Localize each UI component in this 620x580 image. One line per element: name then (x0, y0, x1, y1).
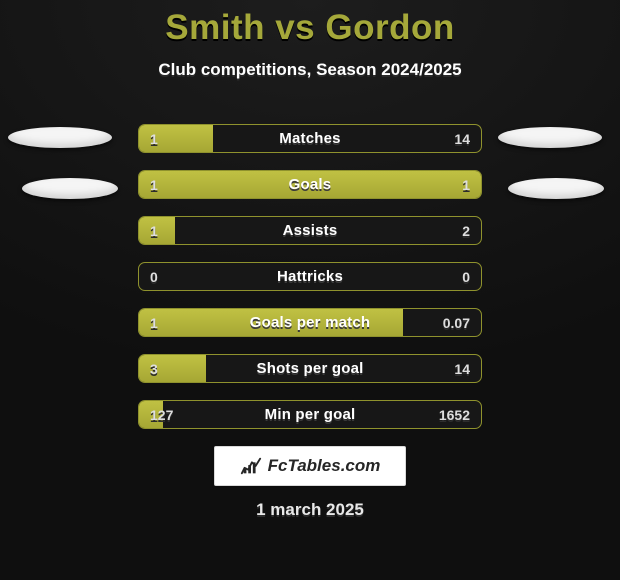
stat-label: Min per goal (139, 401, 481, 428)
stat-bar-left-fill (139, 217, 175, 244)
comparison-bars: 1Matches14 1Goals1 1Assists2 0Hattricks0 1Go… (138, 124, 482, 429)
chart-icon (240, 455, 262, 477)
stat-label: Hattricks (139, 263, 481, 290)
stat-bar-left-fill (139, 355, 206, 382)
stat-value-right: 14 (443, 355, 481, 382)
stat-bar: 1Assists2 (138, 216, 482, 245)
stat-value-left: 0 (139, 263, 169, 290)
stat-bar: 1Goals1 (138, 170, 482, 199)
page-title: Smith vs Gordon (0, 0, 620, 48)
stat-bar: 127Min per goal1652 (138, 400, 482, 429)
player-badge-placeholder (498, 127, 602, 148)
stat-value-right: 0 (451, 263, 481, 290)
stat-bar-left-fill (139, 125, 213, 152)
attribution-text: FcTables.com (268, 456, 381, 476)
stat-label: Assists (139, 217, 481, 244)
stat-bar: 3Shots per goal14 (138, 354, 482, 383)
stat-bar-left-fill (139, 401, 163, 428)
date-caption: 1 march 2025 (0, 500, 620, 520)
attribution-badge: FcTables.com (214, 446, 406, 486)
stat-bar: 1Matches14 (138, 124, 482, 153)
stat-bar-left-fill (139, 309, 403, 336)
stat-bar: 1Goals per match0.07 (138, 308, 482, 337)
stat-value-right: 1652 (428, 401, 481, 428)
player-badge-placeholder (22, 178, 118, 199)
stat-value-right: 14 (443, 125, 481, 152)
page-subtitle: Club competitions, Season 2024/2025 (0, 60, 620, 80)
player-badge-placeholder (8, 127, 112, 148)
player-badge-placeholder (508, 178, 604, 199)
stat-value-right: 2 (451, 217, 481, 244)
stat-value-right: 0.07 (432, 309, 481, 336)
stat-bar: 0Hattricks0 (138, 262, 482, 291)
stat-bar-left-fill (139, 171, 481, 198)
